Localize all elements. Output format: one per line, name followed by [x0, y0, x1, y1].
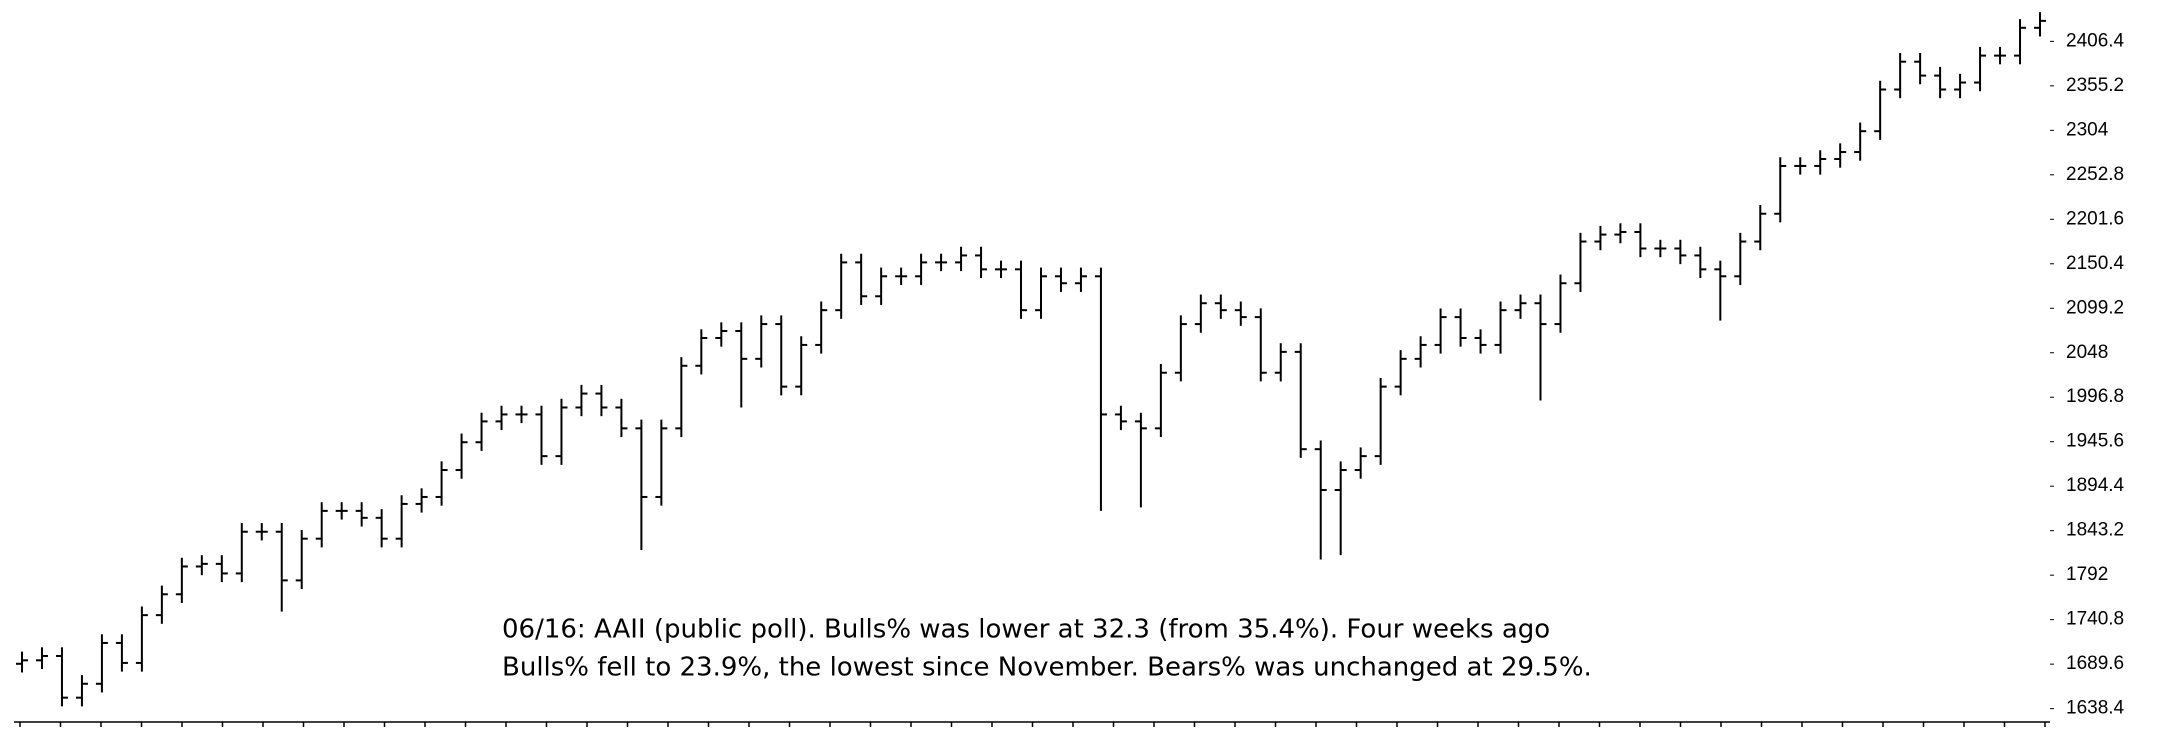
y-tick-label: 2201.6: [2066, 208, 2124, 229]
y-tick-label: 1894.4: [2066, 475, 2125, 496]
y-tick-label: 2048: [2066, 342, 2108, 363]
y-tick-label: 2355.2: [2066, 75, 2124, 96]
y-tick-label: 1843.2: [2066, 520, 2124, 541]
annotation: Bulls% fell to 23.9%, the lowest since N…: [502, 653, 1592, 683]
y-tick-label: 1638.4: [2066, 698, 2125, 719]
y-tick-label: 1945.6: [2066, 431, 2124, 452]
y-tick-label: 1740.8: [2066, 609, 2124, 630]
annotation: 06/16: AAII (public poll). Bulls% was lo…: [502, 615, 1550, 645]
y-tick-label: 1996.8: [2066, 386, 2124, 407]
y-tick-label: 2099.2: [2066, 297, 2124, 318]
y-tick-label: 1689.6: [2066, 653, 2124, 674]
y-tick-label: 2406.4: [2066, 30, 2125, 51]
y-tick-label: 2252.8: [2066, 164, 2124, 185]
y-tick-label: 2150.4: [2066, 253, 2125, 274]
y-tick-label: 1792: [2066, 564, 2108, 585]
y-tick-label: 2304: [2066, 119, 2109, 140]
